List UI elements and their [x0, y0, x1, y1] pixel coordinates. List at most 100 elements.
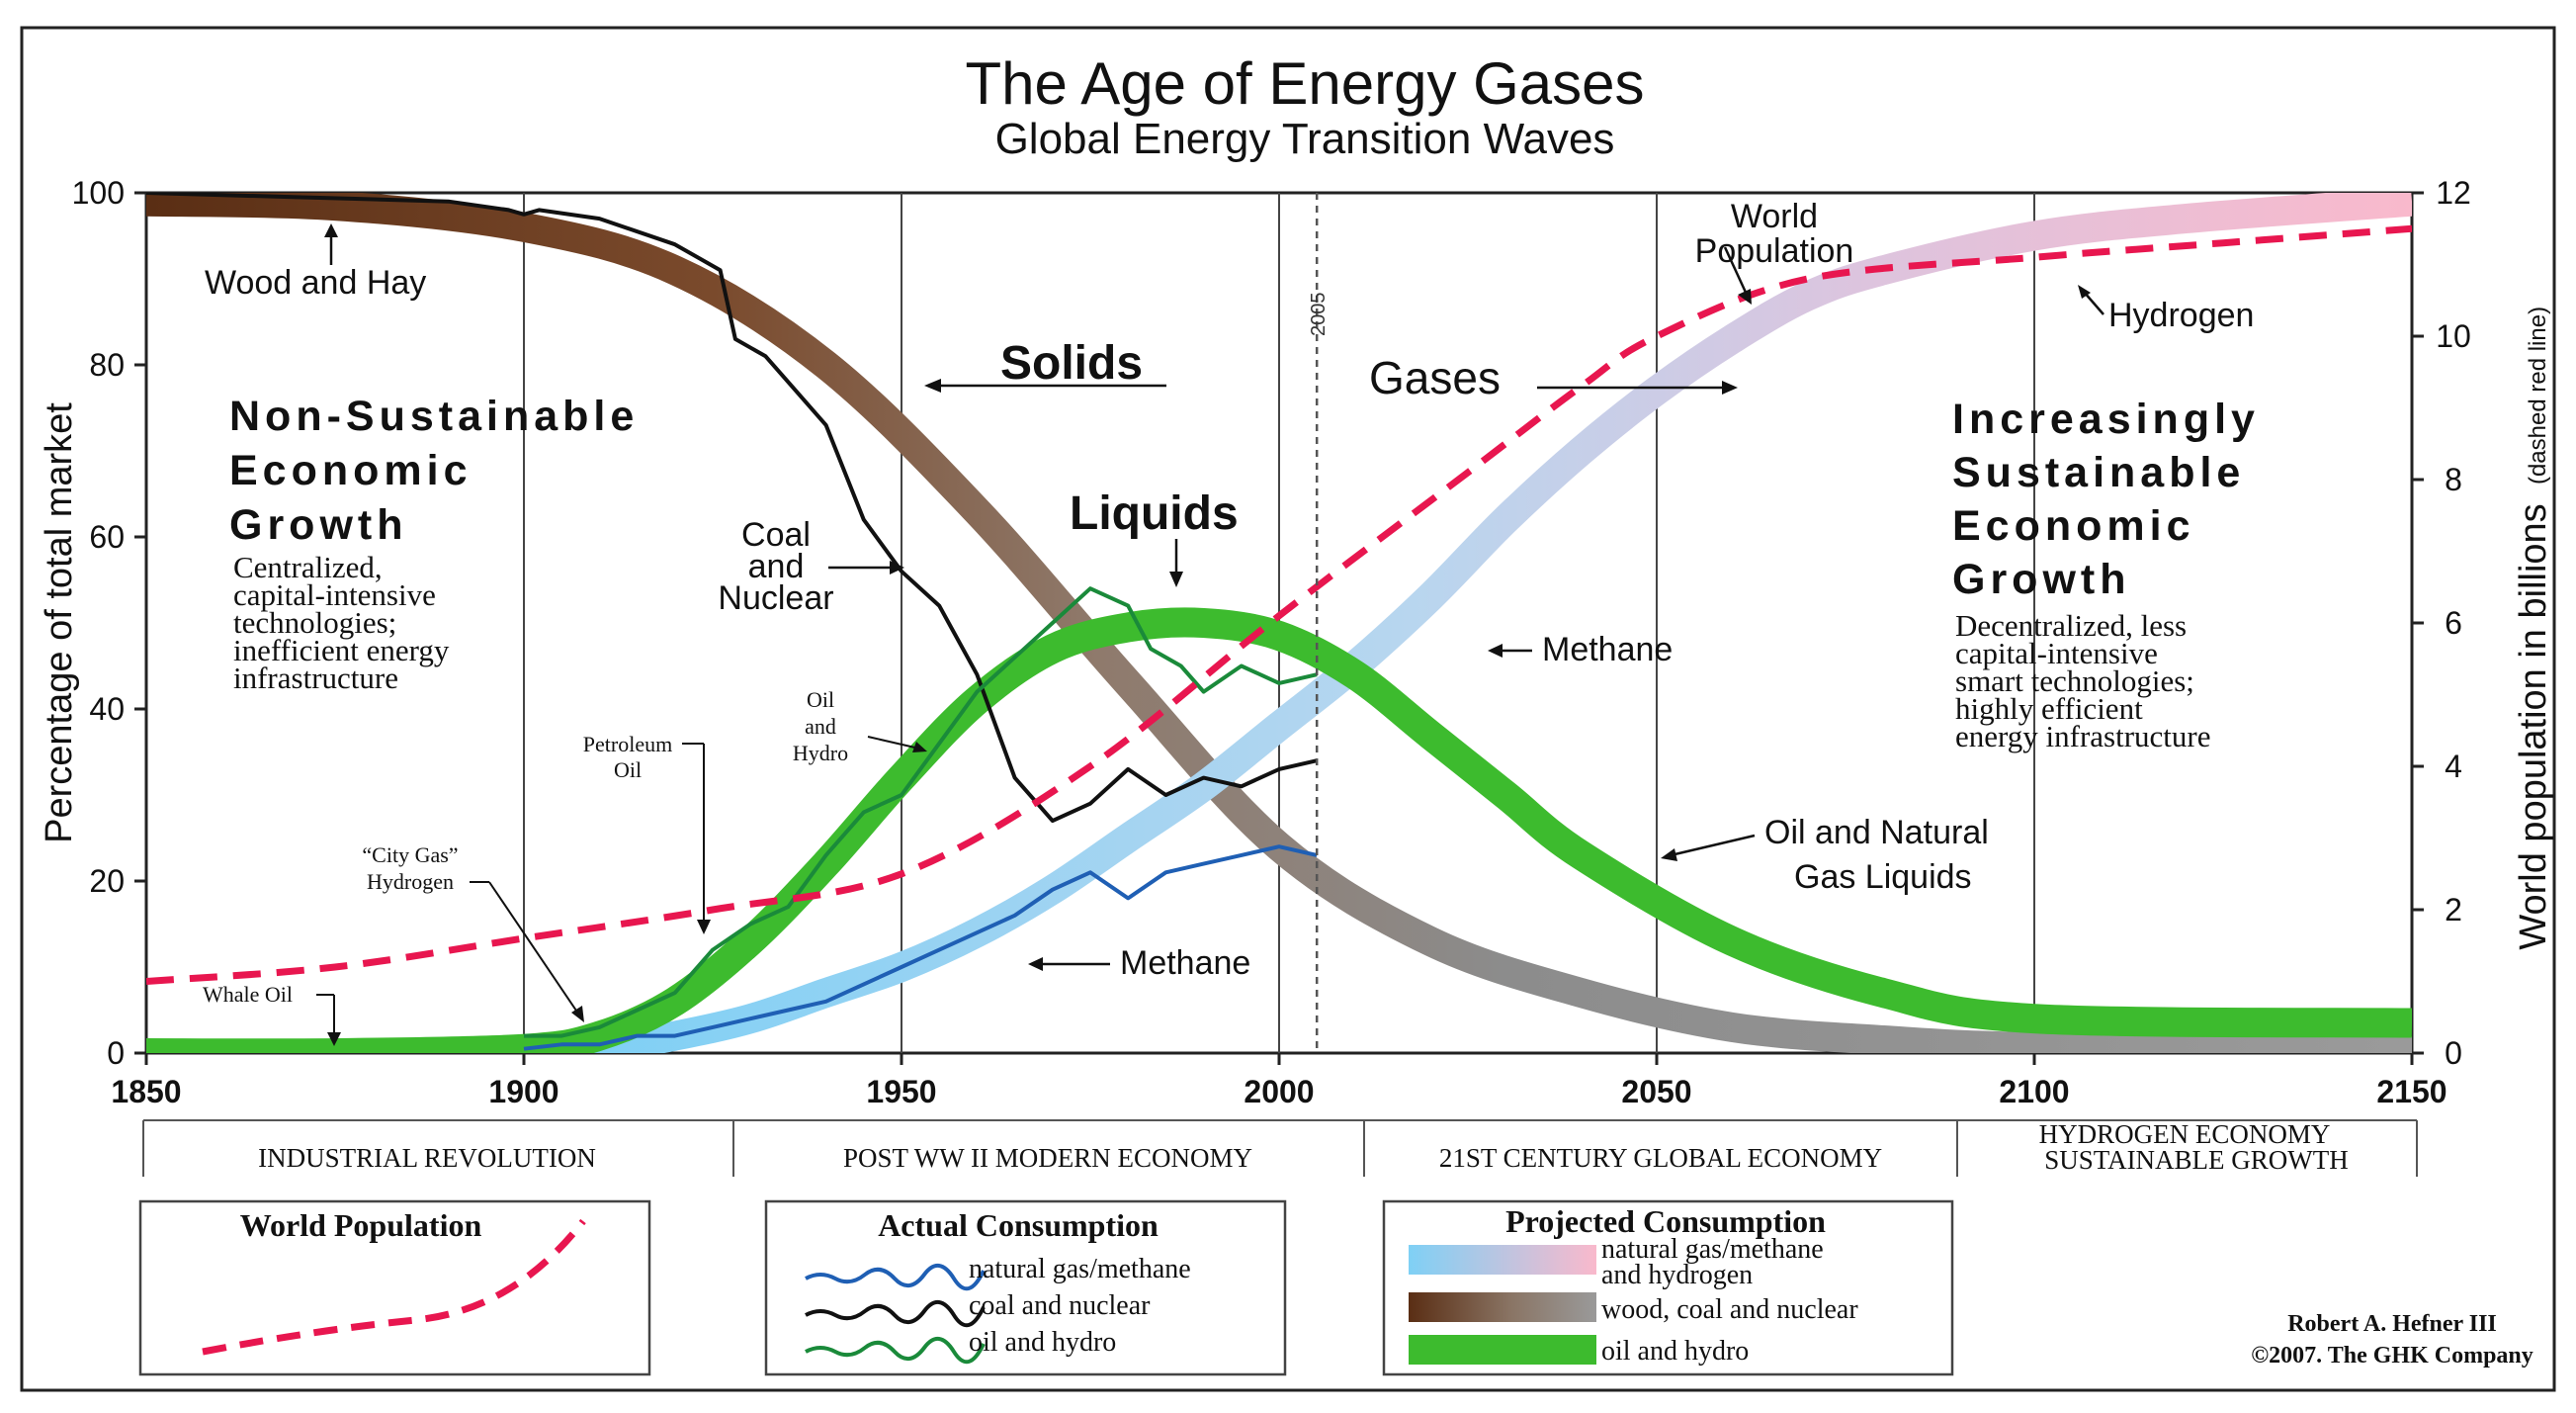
- x-tick-label: 1950: [866, 1074, 936, 1109]
- legend-population-swatch: [202, 1218, 586, 1356]
- grid: [523, 193, 2035, 1053]
- right-heading-1: Increasingly: [1952, 396, 2260, 443]
- legend-projected-oil-label: oil and hydro: [1601, 1336, 1749, 1367]
- left-body-3: technologies;: [233, 605, 396, 640]
- y-axis-label: Percentage of total market: [39, 402, 80, 843]
- y-tick-label: 20: [89, 863, 125, 899]
- y2-axis-ticks: 0 2 4 6 8 10 12: [2412, 175, 2471, 1071]
- chart-subtitle: Global Energy Transition Waves: [995, 115, 1615, 163]
- projected-gas-band: [523, 193, 2412, 1053]
- era-21st-century: 21ST CENTURY GLOBAL ECONOMY: [1439, 1143, 1882, 1173]
- x-tick-label: 2100: [1999, 1074, 2069, 1109]
- legend-projected-gas-label-2: and hydrogen: [1601, 1260, 1753, 1290]
- left-body-5: infrastructure: [233, 661, 398, 695]
- petroleum-label-1: Petroleum: [583, 732, 672, 756]
- coal-label-2: and: [748, 548, 805, 585]
- hydrogen-top-label: Hydrogen: [2108, 297, 2254, 334]
- y-axis-ticks: 0 20 40 60 80 100: [72, 175, 146, 1071]
- right-body-3: smart technologies;: [1955, 663, 2194, 698]
- right-body-2: capital-intensive: [1955, 636, 2158, 670]
- y2-tick-label: 4: [2445, 749, 2462, 784]
- legend-projected-coal-label: wood, coal and nuclear: [1601, 1294, 1858, 1325]
- y2-tick-label: 10: [2436, 318, 2471, 354]
- era-hydrogen-1: HYDROGEN ECONOMY: [2039, 1119, 2331, 1149]
- y2-axis-note: (dashed red line): [2525, 307, 2551, 485]
- coal-label-3: Nuclear: [718, 579, 833, 617]
- wood-hay-label: Wood and Hay: [205, 264, 426, 302]
- oil-hydro-label-1: Oil: [807, 687, 834, 712]
- annotations: Wood and Hay Solids Gases Liquids World …: [203, 198, 2260, 1046]
- legend-population-title: World Population: [240, 1207, 482, 1243]
- y2-tick-label: 12: [2436, 175, 2471, 211]
- left-heading-2: Economic: [229, 447, 472, 494]
- x-axis-ticks: 1850 1900 1950 2000 2050 2100 2150: [111, 1053, 2447, 1109]
- y2-tick-label: 8: [2445, 462, 2462, 497]
- actual-oil-line: [524, 586, 1318, 1038]
- solids-label: Solids: [1000, 337, 1143, 390]
- legend: World Population Actual Consumption natu…: [138, 1199, 1954, 1376]
- right-heading-2: Sustainable: [1952, 449, 2245, 496]
- legend-projected-gas-label-1: natural gas/methane: [1601, 1234, 1824, 1265]
- right-body-4: highly efficient: [1955, 691, 2143, 726]
- oil-ngl-label-2: Gas Liquids: [1794, 858, 1972, 896]
- x-tick-label: 2000: [1244, 1074, 1314, 1109]
- right-body-5: energy infrastructure: [1955, 719, 2211, 753]
- right-heading-4: Growth: [1952, 556, 2130, 603]
- legend-actual-gas-label: natural gas/methane: [969, 1254, 1191, 1284]
- era-industrial: INDUSTRIAL REVOLUTION: [258, 1143, 596, 1173]
- city-gas-label-1: “City Gas”: [362, 842, 458, 867]
- whale-oil-label: Whale Oil: [203, 982, 293, 1007]
- actual-gas-line: [523, 844, 1318, 1051]
- right-body-1: Decentralized, less: [1955, 608, 2187, 643]
- legend-projected-oil-swatch: [1409, 1335, 1596, 1365]
- left-body-4: inefficient energy: [233, 633, 450, 667]
- population-line: [146, 224, 2412, 985]
- left-body-2: capital-intensive: [233, 577, 436, 612]
- era-bar: INDUSTRIAL REVOLUTION POST WW II MODERN …: [142, 1119, 2418, 1177]
- petroleum-label-2: Oil: [614, 757, 642, 782]
- x-tick-label: 1850: [111, 1074, 181, 1109]
- projected-oil-band: [146, 607, 2412, 1053]
- credit-line-1: Robert A. Hefner III: [2287, 1311, 2497, 1337]
- coal-label-1: Coal: [741, 516, 811, 554]
- legend-actual-box: [764, 1199, 1287, 1376]
- liquids-label: Liquids: [1070, 487, 1239, 540]
- x-tick-label: 2050: [1621, 1074, 1691, 1109]
- legend-actual-oil-label: oil and hydro: [969, 1327, 1116, 1358]
- x-tick-label: 1900: [488, 1074, 558, 1109]
- legend-actual-title: Actual Consumption: [878, 1207, 1159, 1243]
- legend-projected-coal-swatch: [1409, 1292, 1596, 1322]
- city-gas-label-2: Hydrogen: [367, 869, 454, 894]
- year-2005-label: 2005: [1308, 293, 1330, 337]
- y-tick-label: 40: [89, 691, 125, 727]
- left-heading-1: Non-Sustainable: [229, 393, 639, 440]
- y-tick-label: 0: [107, 1035, 125, 1071]
- y-tick-label: 100: [72, 175, 125, 211]
- credit-line-2: ©2007. The GHK Company: [2251, 1343, 2533, 1369]
- x-tick-label: 2150: [2376, 1074, 2447, 1109]
- right-heading-3: Economic: [1952, 502, 2195, 550]
- left-heading-3: Growth: [229, 501, 407, 549]
- oil-hydro-label-3: Hydro: [793, 741, 848, 765]
- legend-projected-title: Projected Consumption: [1505, 1203, 1826, 1239]
- legend-actual-gas-swatch: [805, 1264, 986, 1291]
- oil-hydro-label-2: and: [805, 714, 836, 739]
- chart-title: The Age of Energy Gases: [965, 50, 1644, 117]
- methane-right-label: Methane: [1542, 631, 1673, 668]
- era-hydrogen-2: SUSTAINABLE GROWTH: [2044, 1145, 2349, 1175]
- y-tick-label: 80: [89, 347, 125, 383]
- left-body-1: Centralized,: [233, 550, 383, 584]
- legend-projected-gas-swatch: [1409, 1245, 1596, 1275]
- gases-label: Gases: [1369, 352, 1501, 403]
- y2-tick-label: 2: [2445, 892, 2462, 927]
- world-population-label-1: World: [1731, 198, 1818, 235]
- world-population-label-2: Population: [1695, 232, 1854, 270]
- y2-tick-label: 6: [2445, 605, 2462, 641]
- y2-axis-label: World population in billions: [2513, 503, 2554, 949]
- y2-tick-label: 0: [2445, 1035, 2462, 1071]
- methane-low-label: Methane: [1120, 944, 1250, 982]
- legend-actual-coal-label: coal and nuclear: [969, 1290, 1151, 1321]
- actual-coal-line: [146, 193, 1318, 824]
- oil-ngl-label-1: Oil and Natural: [1764, 814, 1989, 851]
